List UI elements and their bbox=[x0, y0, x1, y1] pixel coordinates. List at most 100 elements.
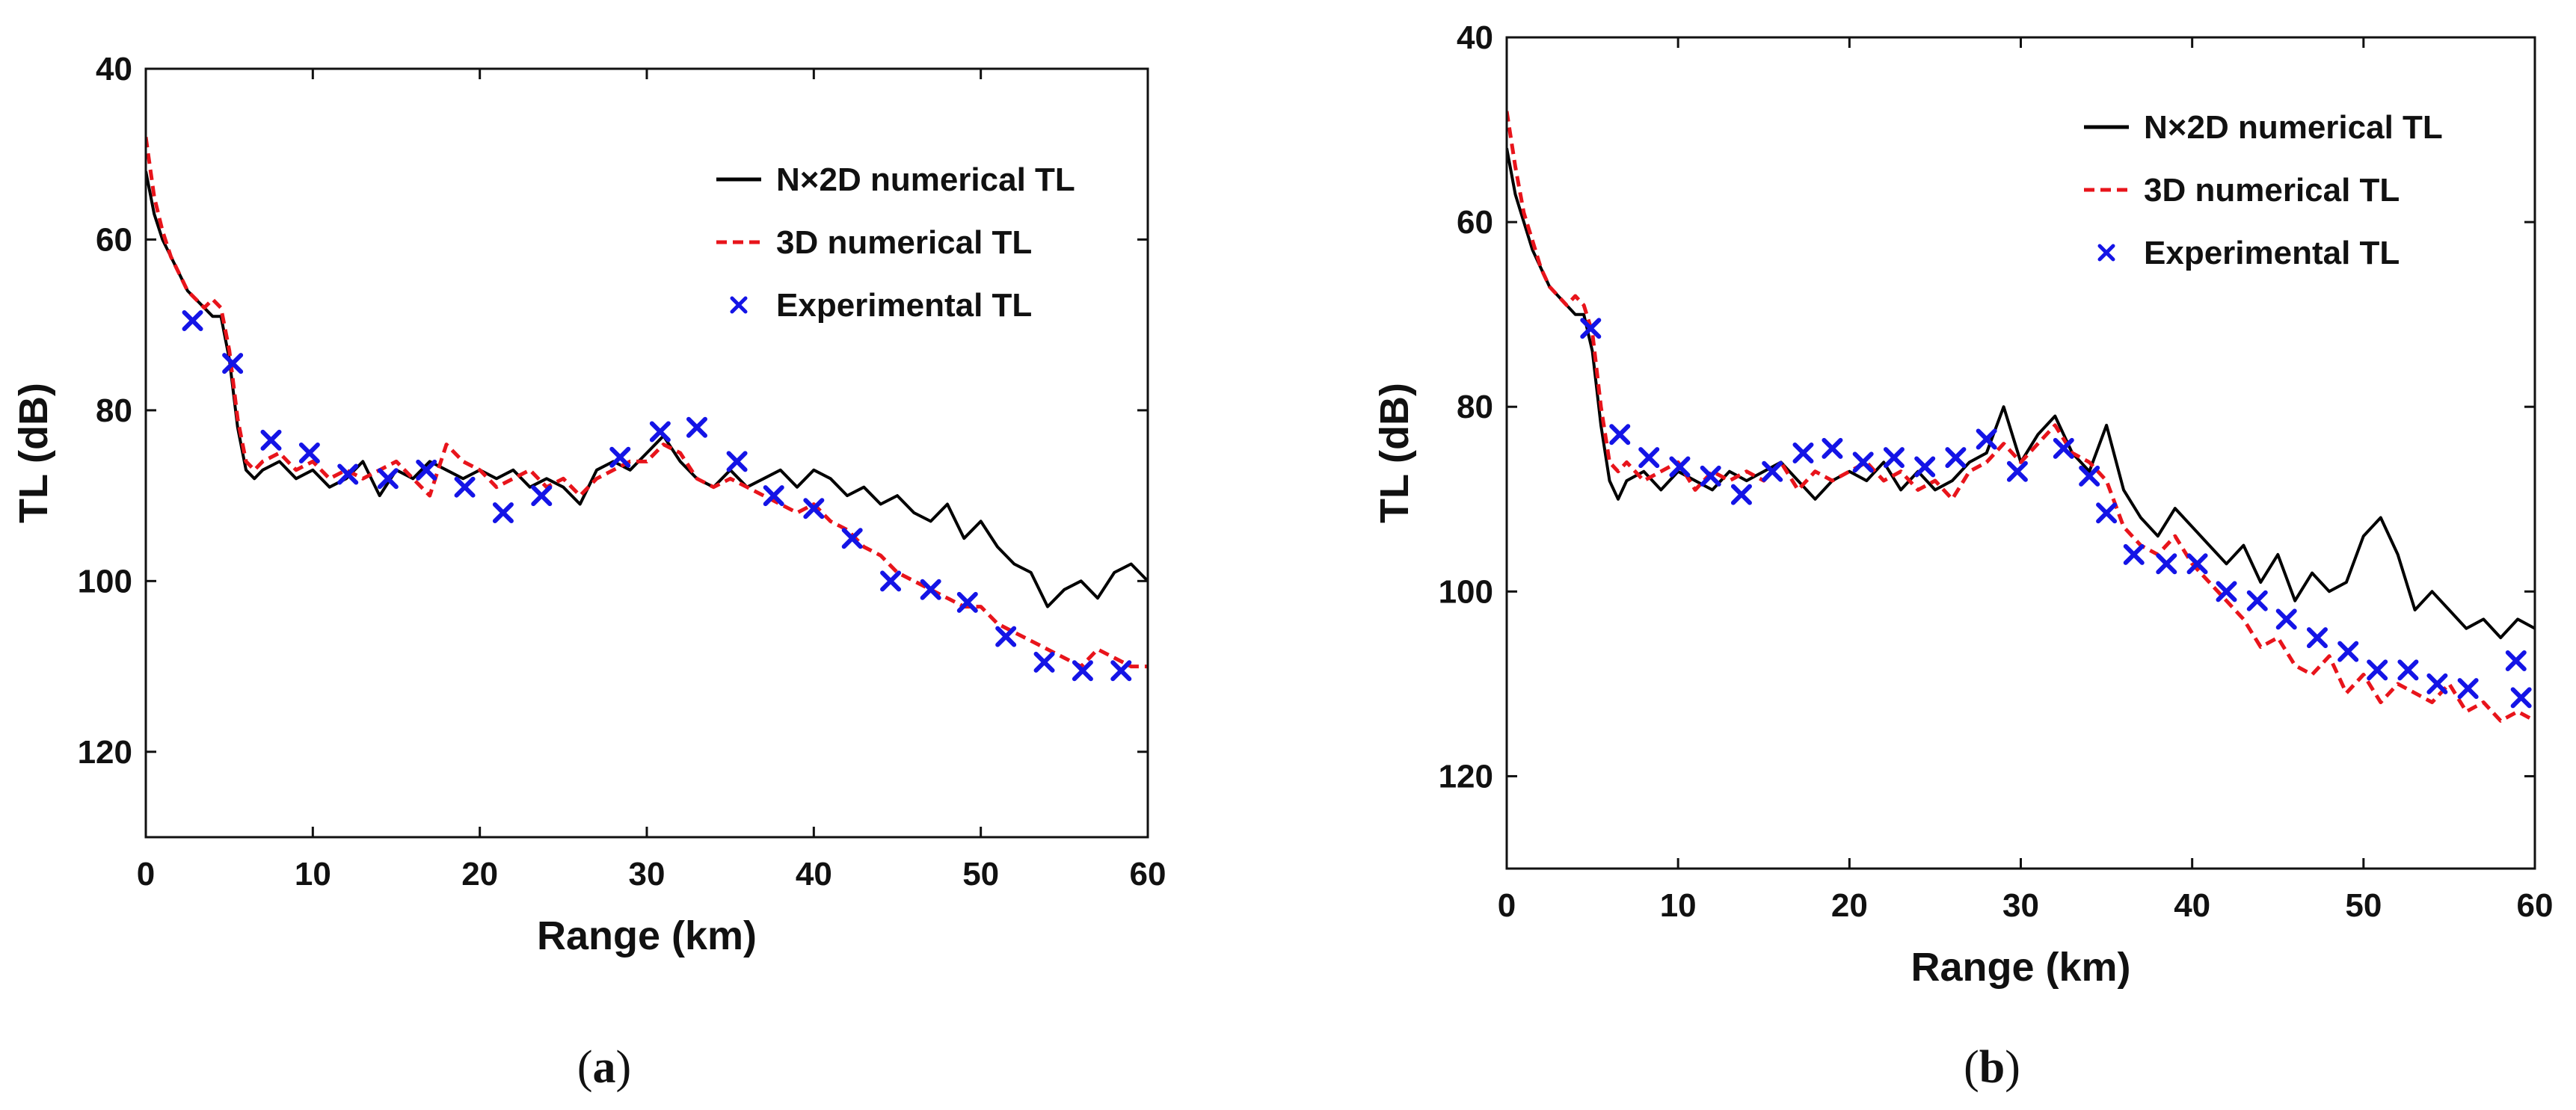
data-point-experimental bbox=[260, 429, 282, 451]
data-point-experimental bbox=[1110, 660, 1132, 682]
data-point-experimental bbox=[995, 626, 1017, 647]
data-point-experimental bbox=[416, 459, 437, 481]
y-axis-label: TL (dB) bbox=[1372, 383, 1417, 523]
data-point-experimental bbox=[2186, 553, 2208, 575]
data-point-experimental bbox=[2457, 678, 2479, 700]
y-tick-label: 120 bbox=[1439, 758, 1493, 795]
data-point-experimental bbox=[454, 476, 476, 498]
legend-marker-experimental bbox=[730, 296, 748, 314]
y-tick-label: 60 bbox=[1457, 204, 1493, 241]
y-tick-label: 40 bbox=[96, 51, 132, 87]
data-point-experimental bbox=[2426, 673, 2448, 694]
data-point-experimental bbox=[222, 353, 244, 374]
series-experimental-tl bbox=[182, 309, 1132, 682]
series-line-3d-numerical-tl bbox=[1507, 111, 2535, 723]
data-point-experimental bbox=[1852, 451, 1874, 473]
data-point-experimental bbox=[880, 570, 902, 592]
data-point-experimental bbox=[1914, 456, 1936, 478]
data-point-experimental bbox=[1945, 447, 1967, 469]
legend-label: Experimental TL bbox=[776, 287, 1032, 324]
data-point-experimental bbox=[531, 485, 553, 507]
data-point-experimental bbox=[182, 309, 203, 331]
y-tick-label: 100 bbox=[1439, 573, 1493, 610]
data-point-experimental bbox=[2006, 460, 2028, 482]
data-point-experimental bbox=[2216, 581, 2237, 602]
data-point-experimental bbox=[2510, 687, 2532, 709]
caption-close: ) bbox=[616, 1042, 632, 1093]
data-point-experimental bbox=[1609, 424, 1631, 445]
data-point-experimental bbox=[2123, 543, 2145, 565]
series-experimental-tl bbox=[1580, 318, 2532, 709]
data-point-experimental bbox=[1792, 443, 1814, 463]
y-tick-label: 80 bbox=[1457, 389, 1493, 425]
x-tick-label: 0 bbox=[137, 856, 155, 892]
x-tick-label: 40 bbox=[796, 856, 832, 892]
data-point-experimental bbox=[2079, 465, 2100, 487]
panel-caption: (b) bbox=[1964, 1042, 2020, 1093]
data-point-experimental bbox=[2306, 627, 2328, 649]
caption-open: ( bbox=[577, 1042, 593, 1093]
x-tick-label: 30 bbox=[2002, 887, 2039, 924]
caption-letter: b bbox=[1979, 1042, 2005, 1093]
data-point-experimental bbox=[1580, 318, 1602, 339]
data-point-experimental bbox=[1072, 660, 1093, 682]
legend-label: N×2D numerical TL bbox=[2144, 109, 2443, 146]
x-tick-label: 30 bbox=[629, 856, 665, 892]
legend-marker-experimental bbox=[2097, 244, 2115, 262]
x-tick-label: 20 bbox=[461, 856, 498, 892]
data-point-experimental bbox=[2053, 437, 2074, 459]
data-point-experimental bbox=[2275, 608, 2297, 630]
x-axis-label: Range (km) bbox=[537, 913, 757, 958]
data-point-experimental bbox=[841, 528, 863, 549]
data-point-experimental bbox=[2246, 590, 2268, 611]
data-point-experimental bbox=[726, 451, 748, 472]
x-tick-label: 20 bbox=[1831, 887, 1868, 924]
panel-a-chart: 0 10 20 30 40 50 60 40 60 80 100 120 Range (km) TL (d… bbox=[11, 51, 1166, 1093]
series-line-3d-numerical-tl bbox=[146, 137, 1148, 669]
x-tick-label: 40 bbox=[2174, 887, 2210, 924]
data-point-experimental bbox=[803, 498, 825, 519]
data-point-experimental bbox=[2156, 553, 2177, 575]
x-tick-label: 60 bbox=[2517, 887, 2554, 924]
x-tick-label: 50 bbox=[2345, 887, 2382, 924]
caption-letter: a bbox=[593, 1042, 616, 1093]
data-point-experimental bbox=[1762, 460, 1783, 482]
data-point-experimental bbox=[2397, 659, 2419, 681]
y-tick-label: 120 bbox=[78, 734, 132, 771]
panel-caption: (a) bbox=[577, 1042, 631, 1093]
x-tick-label: 50 bbox=[962, 856, 999, 892]
data-point-experimental bbox=[649, 421, 671, 443]
legend-label: 3D numerical TL bbox=[2144, 172, 2400, 209]
data-point-experimental bbox=[2096, 502, 2118, 524]
data-point-experimental bbox=[686, 416, 707, 438]
y-tick-label: 100 bbox=[78, 563, 132, 599]
data-point-experimental bbox=[956, 591, 978, 613]
legend-label: 3D numerical TL bbox=[776, 224, 1032, 261]
data-point-experimental bbox=[609, 446, 631, 468]
data-point-experimental bbox=[2505, 650, 2527, 671]
data-point-experimental bbox=[1883, 447, 1905, 469]
data-point-experimental bbox=[1976, 428, 1997, 450]
plot-area bbox=[1507, 111, 2535, 723]
data-point-experimental bbox=[337, 463, 359, 485]
data-point-experimental bbox=[1822, 437, 1843, 459]
data-point-experimental bbox=[763, 485, 784, 507]
data-point-experimental bbox=[1730, 484, 1752, 505]
legend: N×2D numerical TL 3D numerical TL Experime… bbox=[716, 161, 1075, 324]
panel-b-chart: 0 10 20 30 40 50 60 40 60 80 100 120 Range (km) TL (d… bbox=[1372, 19, 2553, 1093]
y-tick-label: 60 bbox=[96, 221, 132, 258]
data-point-experimental bbox=[920, 579, 941, 600]
legend: N×2D numerical TL 3D numerical TL Experime… bbox=[2084, 109, 2443, 271]
x-tick-label: 10 bbox=[1660, 887, 1697, 924]
data-point-experimental bbox=[1638, 447, 1660, 469]
y-tick-label: 80 bbox=[96, 392, 132, 429]
data-point-experimental bbox=[2367, 659, 2388, 681]
caption-close: ) bbox=[2005, 1042, 2020, 1093]
data-point-experimental bbox=[2337, 641, 2359, 662]
x-tick-label: 10 bbox=[295, 856, 331, 892]
y-axis-label: TL (dB) bbox=[11, 383, 56, 523]
data-point-experimental bbox=[1033, 651, 1055, 673]
x-tick-label: 60 bbox=[1130, 856, 1166, 892]
x-axis-label: Range (km) bbox=[1911, 945, 2130, 990]
